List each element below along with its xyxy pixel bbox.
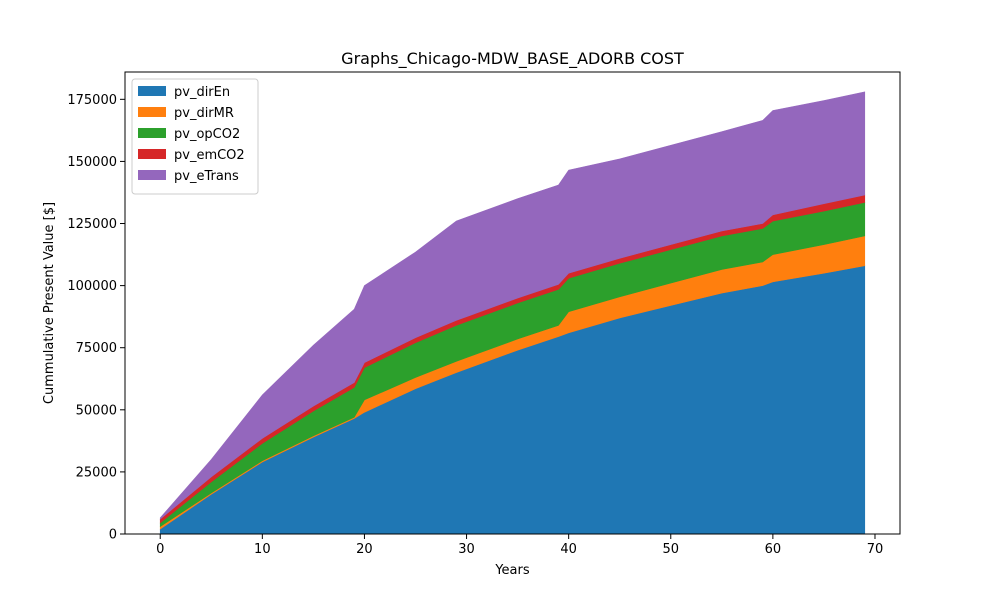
y-tick-label: 25000 <box>76 465 117 480</box>
legend-label-pv_dirEn: pv_dirEn <box>174 85 230 100</box>
legend: pv_dirEn pv_dirMR pv_opCO2 pv_emCO2 pv_eTran… <box>131 78 259 195</box>
x-axis: 0 10 20 30 40 50 60 70 <box>156 534 883 557</box>
legend-swatch-pv_opCO2 <box>138 128 166 138</box>
legend-swatch-pv_dirEn <box>138 86 166 96</box>
x-tick-label: 70 <box>867 542 884 557</box>
y-tick-label: 0 <box>109 528 117 543</box>
legend-label-pv_dirMR: pv_dirMR <box>174 106 234 121</box>
legend-swatch-pv_emCO2 <box>138 149 166 159</box>
x-tick-label: 60 <box>765 542 782 557</box>
y-tick-label: 100000 <box>67 279 117 294</box>
chart-title: Graphs_Chicago-MDW_BASE_ADORB COST <box>341 49 684 69</box>
legend-swatch-pv_eTrans <box>138 170 166 180</box>
x-tick-label: 0 <box>156 542 164 557</box>
x-axis-label: Years <box>494 563 530 578</box>
legend-label-pv_emCO2: pv_emCO2 <box>174 148 245 163</box>
x-tick-label: 30 <box>458 542 475 557</box>
y-axis: 0 25000 50000 75000 100000 125000 150000 175000 <box>67 93 125 543</box>
x-tick-label: 20 <box>356 542 373 557</box>
legend-label-pv_eTrans: pv_eTrans <box>174 169 239 184</box>
y-tick-label: 50000 <box>76 403 117 418</box>
legend-label-pv_opCO2: pv_opCO2 <box>174 127 240 142</box>
x-tick-label: 40 <box>560 542 577 557</box>
y-axis-label: Cummulative Present Value [$] <box>42 202 57 404</box>
area-pv_eTrans <box>159 91 866 520</box>
x-tick-label: 10 <box>254 542 271 557</box>
y-tick-label: 75000 <box>76 341 117 356</box>
plot-frame <box>124 71 901 535</box>
y-tick-label: 150000 <box>67 155 117 170</box>
legend-swatch-pv_dirMR <box>138 107 166 117</box>
x-tick-label: 50 <box>662 542 679 557</box>
y-tick-label: 125000 <box>67 217 117 232</box>
y-tick-label: 175000 <box>67 93 117 108</box>
